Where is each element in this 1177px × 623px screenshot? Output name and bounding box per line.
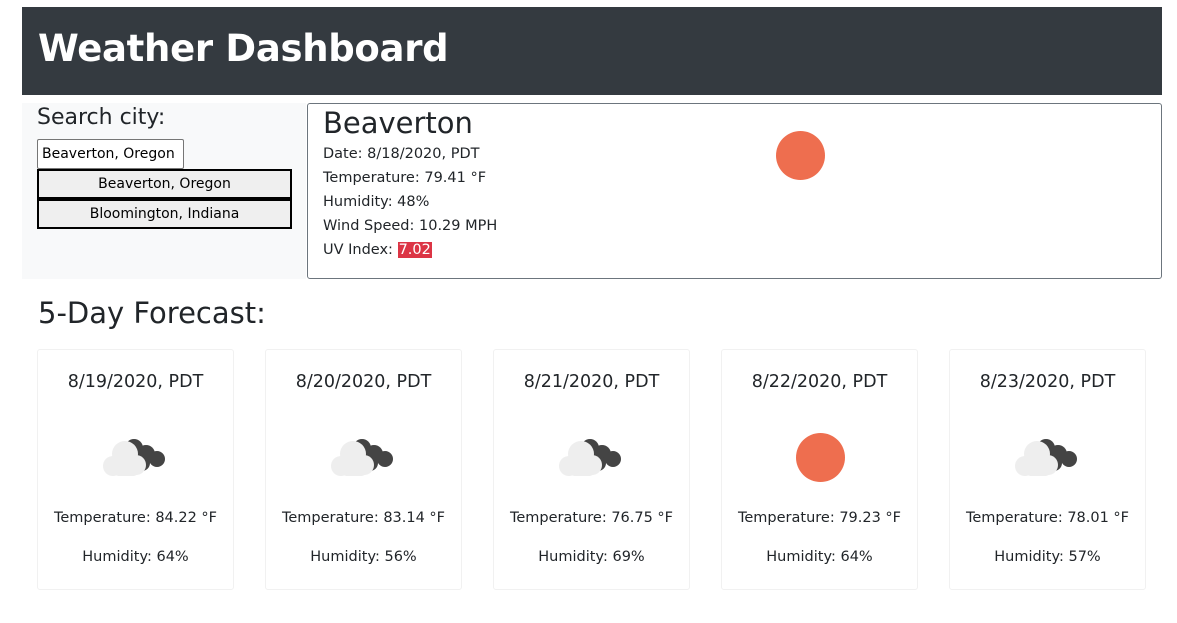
forecast-card: 8/20/2020, PDT Temperature: 83.14 °F Hum… xyxy=(265,349,462,590)
search-title: Search city: xyxy=(37,105,166,130)
forecast-humidity: Humidity: 64% xyxy=(766,549,873,565)
forecast-humidity: Humidity: 64% xyxy=(82,549,189,565)
cloud-icon xyxy=(558,439,621,476)
forecast-date: 8/20/2020, PDT xyxy=(295,372,432,392)
cloud-icon xyxy=(330,439,393,476)
cloud-icon xyxy=(1014,439,1077,476)
forecast-card: 8/22/2020, PDT Temperature: 79.23 °F Hum… xyxy=(721,349,918,590)
sun-icon xyxy=(776,131,825,180)
header-bar: Weather Dashboard xyxy=(22,7,1162,95)
forecast-humidity: Humidity: 69% xyxy=(538,549,645,565)
forecast-date: 8/19/2020, PDT xyxy=(67,372,204,392)
forecast-temperature: Temperature: 79.23 °F xyxy=(737,510,902,526)
forecast-date: 8/21/2020, PDT xyxy=(523,372,660,392)
forecast-date: 8/22/2020, PDT xyxy=(751,372,888,392)
forecast-card: 8/21/2020, PDT Temperature: 76.75 °F Hum… xyxy=(493,349,690,590)
current-city-name: Beaverton xyxy=(323,106,473,140)
cloud-icon xyxy=(102,439,165,476)
forecast-card: 8/23/2020, PDT Temperature: 78.01 °F Hum… xyxy=(949,349,1146,590)
forecast-title: 5-Day Forecast: xyxy=(38,296,266,330)
forecast-temperature: Temperature: 76.75 °F xyxy=(509,510,674,526)
forecast-humidity: Humidity: 57% xyxy=(994,549,1101,565)
search-input[interactable] xyxy=(37,139,184,169)
forecast-temperature: Temperature: 78.01 °F xyxy=(965,510,1130,526)
uv-badge: 7.02 xyxy=(397,242,432,258)
uv-label: UV Index: xyxy=(323,242,398,258)
forecast-humidity: Humidity: 56% xyxy=(310,549,417,565)
forecast-date: 8/23/2020, PDT xyxy=(979,372,1116,392)
page-title: Weather Dashboard xyxy=(38,27,449,70)
forecast-card: 8/19/2020, PDT Temperature: 84.22 °F Hum… xyxy=(37,349,234,590)
current-weather-card: Beaverton Date: 8/18/2020, PDT Temperatu… xyxy=(307,103,1162,279)
current-humidity: Humidity: 48% xyxy=(323,194,430,210)
sun-icon xyxy=(795,433,845,482)
current-wind-speed: Wind Speed: 10.29 MPH xyxy=(323,218,498,234)
forecast-temperature: Temperature: 84.22 °F xyxy=(53,510,218,526)
current-uv-index: UV Index: 7.02 xyxy=(323,242,432,258)
history-button-beaverton[interactable]: Beaverton, Oregon xyxy=(37,169,292,199)
forecast-temperature: Temperature: 83.14 °F xyxy=(281,510,446,526)
current-temperature: Temperature: 79.41 °F xyxy=(323,170,487,186)
current-date: Date: 8/18/2020, PDT xyxy=(323,146,480,162)
history-button-bloomington[interactable]: Bloomington, Indiana xyxy=(37,199,292,229)
search-panel: Search city: Beaverton, Oregon Bloomingt… xyxy=(22,103,306,279)
